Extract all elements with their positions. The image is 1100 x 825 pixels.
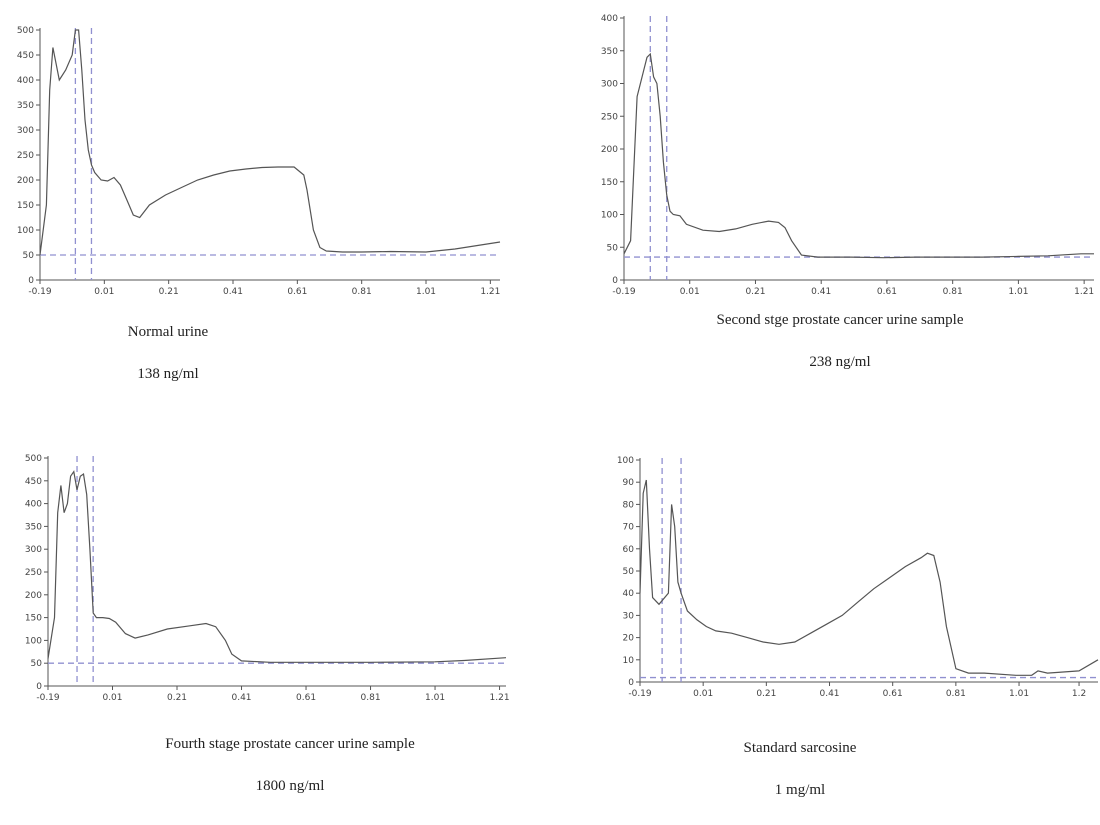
data-series-line: [39, 29, 501, 256]
y-tick-label: 0: [36, 682, 42, 692]
y-tick-label: 150: [17, 201, 34, 211]
y-tick-label: 250: [17, 151, 34, 161]
x-tick-label: 1.01: [425, 693, 445, 703]
x-tick-label: 0.61: [877, 287, 897, 297]
x-tick-label: -0.19: [628, 689, 652, 699]
y-tick-label: 350: [25, 522, 42, 532]
y-tick-label: 200: [17, 176, 34, 186]
chart-second-stage: 0 50 100 150 200 250 300 350 400 -0.19 0.01 0.21 0.4…: [601, 14, 1094, 297]
y-tick-label: 300: [25, 545, 42, 555]
chart-normal-urine: 0 50 100 150 200 250 300 350 400 450 500 -0.19 0.01 0…: [17, 26, 501, 297]
x-tick-label: 0.81: [361, 693, 381, 703]
x-tick-label: -0.19: [28, 287, 52, 297]
x-tick-label: 0.21: [756, 689, 776, 699]
y-tick-label: 10: [623, 656, 635, 666]
x-tick-label: 0.41: [819, 689, 839, 699]
x-tick-label: 0.81: [352, 287, 372, 297]
y-tick-label: 200: [601, 145, 618, 155]
x-tick-label: 0.41: [231, 693, 251, 703]
x-tick-label: 1.01: [1008, 287, 1028, 297]
x-tick-label: 0.01: [94, 287, 114, 297]
x-tick-label: 0.01: [693, 689, 713, 699]
data-series-line: [47, 470, 507, 663]
y-tick-label: 0: [628, 678, 634, 688]
x-tick-label: 0.61: [296, 693, 316, 703]
concentration-standard-sarcosine: 1 mg/ml: [774, 782, 826, 798]
y-tick-label: 50: [607, 243, 619, 253]
y-tick-label: 250: [25, 568, 42, 578]
concentration-second-stage: 238 ng/ml: [809, 354, 871, 370]
y-tick-label: 100: [601, 211, 618, 221]
x-tick-label: 0.21: [159, 287, 179, 297]
y-tick-label: 20: [623, 634, 635, 644]
y-tick-label: 30: [623, 611, 635, 621]
y-tick-label: 300: [17, 126, 34, 136]
x-tick-label: 0.21: [745, 287, 765, 297]
x-tick-label: 0.21: [167, 693, 187, 703]
x-tick-label: 1.01: [1009, 689, 1029, 699]
concentration-normal-urine: 138 ng/ml: [137, 366, 199, 382]
y-tick-label: 350: [17, 101, 34, 111]
x-tick-label: 0.41: [811, 287, 831, 297]
y-tick-label: 150: [601, 178, 618, 188]
caption-normal-urine: Normal urine: [127, 324, 209, 340]
chart-fourth-stage: 0 50 100 150 200 250 300 350 400 450 500 -0.19 0.01 0…: [25, 454, 510, 703]
y-tick-label: 400: [601, 14, 618, 24]
y-tick-label: 40: [623, 589, 635, 599]
y-tick-label: 50: [31, 659, 43, 669]
y-tick-label: 0: [612, 276, 618, 286]
y-tick-label: 450: [25, 477, 42, 487]
caption-second-stage: Second stge prostate cancer urine sample: [716, 312, 964, 328]
x-tick-label: 0.61: [287, 287, 307, 297]
y-tick-label: 50: [623, 567, 635, 577]
x-tick-label: 1.01: [416, 287, 436, 297]
y-tick-label: 80: [623, 500, 635, 510]
x-tick-label: 1.21: [490, 693, 510, 703]
x-tick-label: -0.19: [36, 693, 60, 703]
y-tick-label: 250: [601, 112, 618, 122]
caption-fourth-stage: Fourth stage prostate cancer urine sampl…: [165, 736, 415, 752]
x-tick-label: 1.21: [480, 287, 500, 297]
x-tick-label: 0.81: [946, 689, 966, 699]
x-tick-label: 1.21: [1074, 287, 1094, 297]
y-tick-label: 0: [28, 276, 34, 286]
x-tick-label: 0.61: [883, 689, 903, 699]
x-tick-label: 0.41: [223, 287, 243, 297]
y-tick-label: 50: [23, 251, 35, 261]
x-tick-label: 0.81: [943, 287, 963, 297]
x-tick-label: 0.01: [102, 693, 122, 703]
y-tick-label: 500: [17, 26, 34, 36]
y-tick-label: 100: [25, 636, 42, 646]
y-tick-label: 400: [17, 76, 34, 86]
caption-standard-sarcosine: Standard sarcosine: [743, 740, 857, 756]
y-tick-label: 500: [25, 454, 42, 464]
y-tick-label: 60: [623, 545, 635, 555]
y-tick-label: 150: [25, 614, 42, 624]
concentration-fourth-stage: 1800 ng/ml: [255, 778, 325, 794]
chart-standard-sarcosine: 0 10 20 30 40 50 60 70 80 90 100 -0.19 0.01 0.21 0.41 0…: [617, 456, 1099, 699]
data-series-line: [639, 479, 1099, 676]
y-tick-label: 100: [17, 226, 34, 236]
y-tick-label: 200: [25, 591, 42, 601]
x-tick-label: 0.01: [680, 287, 700, 297]
y-tick-label: 300: [601, 80, 618, 90]
y-tick-label: 450: [17, 51, 34, 61]
y-tick-label: 400: [25, 500, 42, 510]
y-tick-label: 350: [601, 47, 618, 57]
y-tick-label: 100: [617, 456, 634, 466]
x-tick-label: -0.19: [612, 287, 636, 297]
y-tick-label: 70: [623, 523, 635, 533]
y-tick-label: 90: [623, 478, 635, 488]
x-tick-label: 1.2: [1072, 689, 1086, 699]
data-series-line: [623, 52, 1094, 259]
